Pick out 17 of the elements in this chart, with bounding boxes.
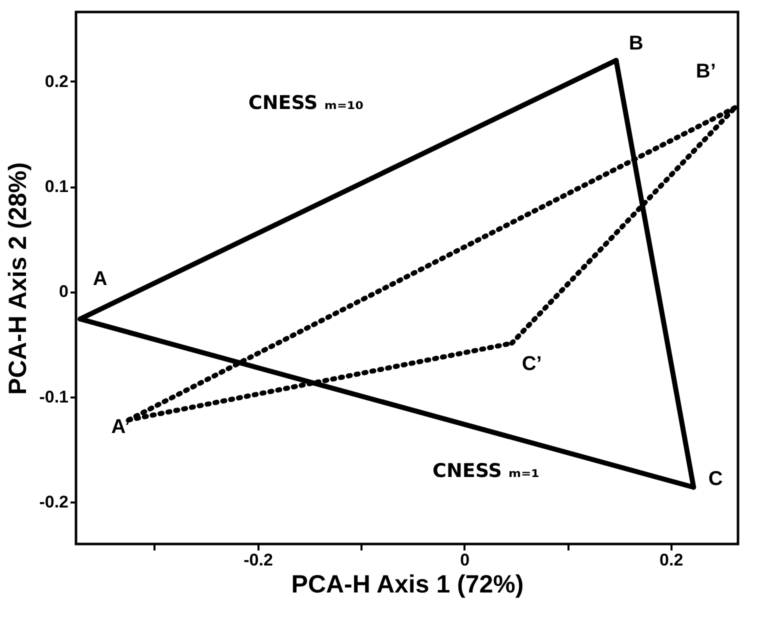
annotation: C (708, 468, 723, 490)
annotation: A (92, 268, 108, 290)
x-axis-title: PCA-H Axis 1 (72%) (291, 570, 524, 598)
x-tick-label: 0.2 (660, 550, 684, 570)
y-tick-label: 0 (59, 282, 68, 302)
annotation: B’ (696, 60, 716, 83)
x-tick-label: 0 (460, 550, 470, 570)
y-tick-label: -0.2 (39, 492, 68, 512)
annotation: C’ (522, 353, 542, 376)
y-tick-label: 0.2 (44, 72, 68, 91)
y-tick-label: -0.1 (39, 387, 68, 406)
x-tick-label: -0.2 (244, 550, 273, 570)
y-axis-title: PCA-H Axis 2 (28%) (4, 162, 32, 395)
annotation: CNESS ₘ₌₁₀ (248, 92, 364, 114)
annotation: CNESS ₘ₌₁ (432, 460, 540, 482)
y-tick-label: 0.1 (44, 177, 68, 196)
annotation: B (628, 32, 644, 54)
